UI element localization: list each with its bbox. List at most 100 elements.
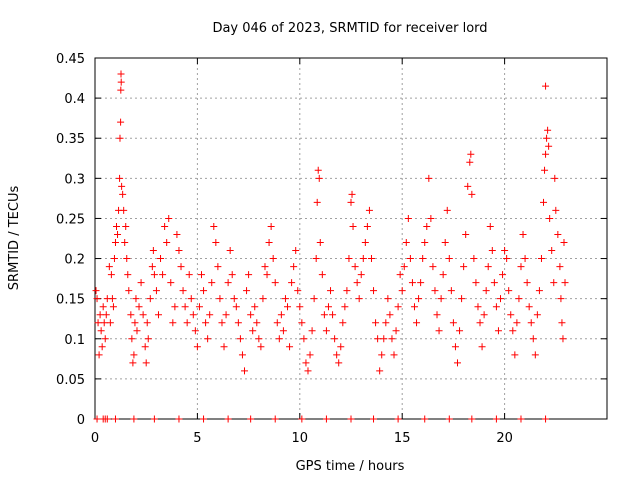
data-point	[298, 319, 306, 327]
data-point	[163, 239, 171, 247]
data-point	[560, 239, 568, 247]
data-point	[120, 206, 128, 214]
data-point	[406, 255, 414, 263]
data-point	[372, 319, 380, 327]
data-point	[175, 247, 183, 255]
data-point	[499, 271, 507, 279]
data-point	[531, 351, 539, 359]
data-point	[154, 311, 162, 319]
y-tick-label: 0.15	[56, 293, 85, 308]
data-point	[99, 303, 107, 311]
data-point	[329, 311, 337, 319]
data-point	[310, 295, 318, 303]
data-point	[232, 303, 240, 311]
data-point	[410, 303, 418, 311]
data-point	[460, 263, 468, 271]
data-point	[353, 279, 361, 287]
data-point	[181, 303, 189, 311]
data-point	[146, 295, 154, 303]
data-point	[464, 182, 472, 190]
data-point	[466, 158, 474, 166]
data-point	[183, 319, 191, 327]
data-point	[462, 230, 470, 238]
data-point	[548, 247, 556, 255]
data-point	[152, 287, 160, 295]
data-point	[116, 134, 124, 142]
data-point	[541, 166, 549, 174]
data-point	[378, 351, 386, 359]
data-point	[189, 311, 197, 319]
data-point	[253, 319, 261, 327]
data-point	[157, 255, 165, 263]
data-points	[92, 70, 569, 423]
data-point	[95, 351, 103, 359]
data-point	[542, 415, 550, 423]
data-point	[149, 247, 157, 255]
data-point	[124, 271, 132, 279]
data-point	[501, 247, 509, 255]
data-point	[141, 343, 149, 351]
data-point	[476, 319, 484, 327]
data-point	[333, 351, 341, 359]
data-point	[370, 415, 378, 423]
data-point	[456, 327, 464, 335]
data-point	[313, 198, 321, 206]
data-point	[376, 367, 384, 375]
data-point	[294, 287, 302, 295]
data-point	[171, 303, 179, 311]
data-point	[355, 295, 363, 303]
data-point	[269, 255, 277, 263]
data-point	[144, 335, 152, 343]
data-point	[341, 303, 349, 311]
data-point	[208, 279, 216, 287]
data-point	[247, 415, 255, 423]
data-point	[315, 174, 323, 182]
data-point	[451, 343, 459, 351]
data-point	[357, 271, 365, 279]
data-point	[507, 311, 515, 319]
data-point	[537, 255, 545, 263]
data-point	[554, 230, 562, 238]
data-point	[519, 230, 527, 238]
data-point	[300, 335, 308, 343]
data-point	[322, 415, 330, 423]
data-point	[114, 230, 122, 238]
data-point	[139, 311, 147, 319]
y-tick-label: 0	[77, 413, 85, 428]
y-axis: 0 0.05 0.1 0.15 0.2 0.25 0.3 0.35 0.4 0.45	[56, 52, 607, 428]
data-point	[288, 279, 296, 287]
data-point	[212, 239, 220, 247]
data-point	[210, 222, 218, 230]
grid-lines	[95, 58, 607, 419]
data-point	[408, 279, 416, 287]
data-point	[480, 311, 488, 319]
data-point	[116, 174, 124, 182]
data-point	[265, 239, 273, 247]
data-point	[335, 359, 343, 367]
data-point	[179, 287, 187, 295]
data-point	[348, 190, 356, 198]
data-point	[106, 319, 114, 327]
data-point	[542, 82, 550, 90]
data-point	[492, 303, 500, 311]
data-point	[131, 319, 139, 327]
data-point	[93, 295, 101, 303]
data-point	[200, 415, 208, 423]
data-point	[425, 174, 433, 182]
data-point	[453, 359, 461, 367]
data-point	[345, 255, 353, 263]
data-point	[220, 343, 228, 351]
data-point	[318, 271, 326, 279]
data-point	[119, 190, 127, 198]
data-point	[275, 335, 283, 343]
data-point	[261, 263, 269, 271]
data-point	[511, 351, 519, 359]
data-point	[468, 415, 476, 423]
data-point	[97, 327, 105, 335]
data-point	[107, 271, 115, 279]
data-point	[513, 319, 521, 327]
data-point	[503, 255, 511, 263]
data-point	[427, 214, 435, 222]
y-tick-label: 0.4	[64, 92, 85, 107]
data-point	[486, 222, 494, 230]
